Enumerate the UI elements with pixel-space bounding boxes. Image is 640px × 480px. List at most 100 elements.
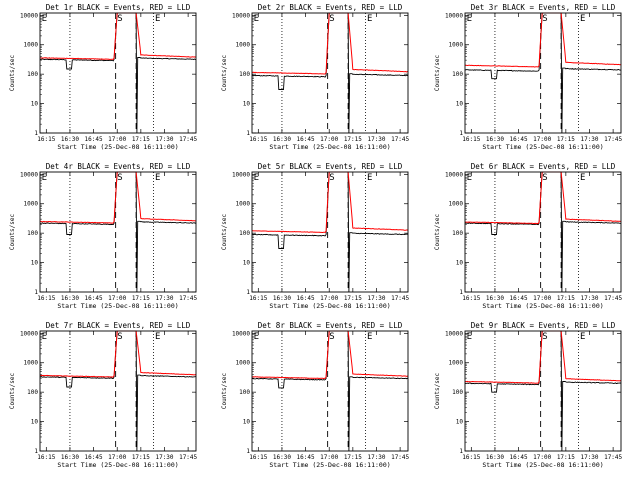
x-tick-label: 17:00 (320, 136, 338, 143)
y-tick-label: 1 (459, 130, 463, 137)
y-tick-label: 100 (452, 230, 463, 237)
x-tick-label: 17:15 (557, 295, 575, 302)
series-events (252, 171, 409, 293)
x-tick-label: 17:45 (604, 136, 622, 143)
marker-label: E (467, 332, 472, 342)
y-tick-label: 10 (243, 419, 251, 426)
x-tick-label: 17:00 (108, 454, 126, 461)
y-tick-label: 1 (246, 289, 250, 296)
panel-det-9: Det 9r BLACK = Events, RED = LLD 1 10 100 10… (434, 321, 623, 469)
x-tick-label: 16:45 (85, 136, 103, 143)
y-axis-label: Counts/sec (9, 214, 16, 251)
x-tick-label: 17:45 (604, 454, 622, 461)
y-tick-label: 1 (246, 448, 250, 455)
x-tick-label: 17:45 (391, 454, 409, 461)
marker-label: S (329, 173, 334, 183)
y-tick-label: 1 (246, 130, 250, 137)
marker-label: S (117, 332, 122, 342)
x-tick-label: 17:30 (580, 136, 598, 143)
y-tick-label: 10000 (445, 330, 463, 337)
panel-det-1: Det 1r BLACK = Events, RED = LLD 1 10 100 10… (9, 3, 198, 151)
x-tick-label: 16:30 (273, 454, 291, 461)
x-tick-label: 16:45 (297, 295, 315, 302)
panel-title: Det 9r BLACK = Events, RED = LLD (471, 321, 616, 330)
panel-det-4: Det 4r BLACK = Events, RED = LLD 1 10 100 10… (9, 162, 198, 310)
y-tick-label: 1000 (236, 360, 251, 367)
x-tick-label: 17:15 (557, 454, 575, 461)
plot-frame (464, 330, 622, 452)
x-tick-label: 17:30 (155, 136, 173, 143)
y-tick-label: 1000 (236, 42, 251, 49)
y-axis-label: Counts/sec (221, 55, 228, 92)
y-tick-label: 1 (34, 448, 38, 455)
marker-label: S (542, 173, 547, 183)
y-tick-label: 1000 (236, 201, 251, 208)
y-tick-label: 10 (31, 101, 39, 108)
y-tick-label: 1000 (449, 201, 464, 208)
panel-det-7: Det 7r BLACK = Events, RED = LLD 1 10 100 10… (9, 321, 198, 469)
y-tick-label: 100 (239, 230, 250, 237)
x-tick-label: 17:15 (132, 136, 150, 143)
marker-label: S (329, 332, 334, 342)
marker-label: E (467, 14, 472, 24)
marker-label: E (580, 332, 585, 342)
x-tick-label: 16:15 (249, 454, 267, 461)
x-tick-label: 16:15 (462, 454, 480, 461)
x-tick-label: 17:45 (391, 295, 409, 302)
series-events (464, 12, 622, 134)
x-tick-label: 17:30 (367, 295, 385, 302)
marker-label: E (254, 173, 259, 183)
y-tick-label: 1000 (449, 360, 464, 367)
series-events (39, 12, 197, 134)
plot-frame (464, 171, 622, 293)
marker-label: E (155, 332, 160, 342)
x-tick-label: 17:00 (320, 295, 338, 302)
x-tick-label: 16:30 (61, 136, 79, 143)
x-tick-label: 17:30 (580, 295, 598, 302)
y-tick-label: 10 (456, 260, 464, 267)
y-tick-label: 100 (239, 389, 250, 396)
plot-frame (251, 171, 409, 293)
x-axis-label: Start Time (25-Dec-08 16:11:00) (482, 143, 603, 151)
y-axis-label: Counts/sec (434, 373, 441, 410)
marker-label: E (42, 173, 47, 183)
marker-label: S (329, 14, 334, 24)
x-tick-label: 17:15 (344, 136, 362, 143)
panel-det-2: Det 2r BLACK = Events, RED = LLD 1 10 100 10… (221, 3, 410, 151)
y-axis-label: Counts/sec (434, 55, 441, 92)
y-tick-label: 10000 (232, 171, 250, 178)
x-tick-label: 16:45 (510, 295, 528, 302)
marker-label: E (367, 173, 372, 183)
x-tick-label: 17:00 (533, 295, 551, 302)
y-tick-label: 10000 (20, 330, 38, 337)
panel-title: Det 4r BLACK = Events, RED = LLD (46, 162, 191, 171)
panel-title: Det 3r BLACK = Events, RED = LLD (471, 3, 616, 12)
y-tick-label: 10000 (232, 12, 250, 19)
y-tick-label: 10 (243, 101, 251, 108)
marker-label: E (42, 332, 47, 342)
y-axis-label: Counts/sec (434, 214, 441, 251)
panel-det-6: Det 6r BLACK = Events, RED = LLD 1 10 100 10… (434, 162, 623, 310)
panel-det-5: Det 5r BLACK = Events, RED = LLD 1 10 100 10… (221, 162, 410, 310)
marker-label: S (117, 173, 122, 183)
panel-title: Det 8r BLACK = Events, RED = LLD (258, 321, 403, 330)
x-tick-label: 17:30 (367, 454, 385, 461)
x-tick-label: 17:15 (132, 295, 150, 302)
series-events (39, 330, 197, 452)
marker-label: S (117, 14, 122, 24)
y-tick-label: 10 (31, 260, 39, 267)
y-tick-label: 100 (27, 230, 38, 237)
x-tick-label: 16:30 (61, 454, 79, 461)
y-tick-label: 100 (27, 71, 38, 78)
x-tick-label: 16:15 (37, 136, 55, 143)
x-tick-label: 17:00 (533, 136, 551, 143)
plot-frame (39, 12, 197, 134)
y-tick-label: 1 (459, 289, 463, 296)
marker-label: E (580, 14, 585, 24)
series-events (251, 330, 409, 452)
y-tick-label: 10 (31, 419, 39, 426)
marker-label: E (467, 173, 472, 183)
x-tick-label: 17:15 (132, 454, 150, 461)
plot-frame (251, 12, 409, 134)
x-tick-label: 16:45 (297, 454, 315, 461)
